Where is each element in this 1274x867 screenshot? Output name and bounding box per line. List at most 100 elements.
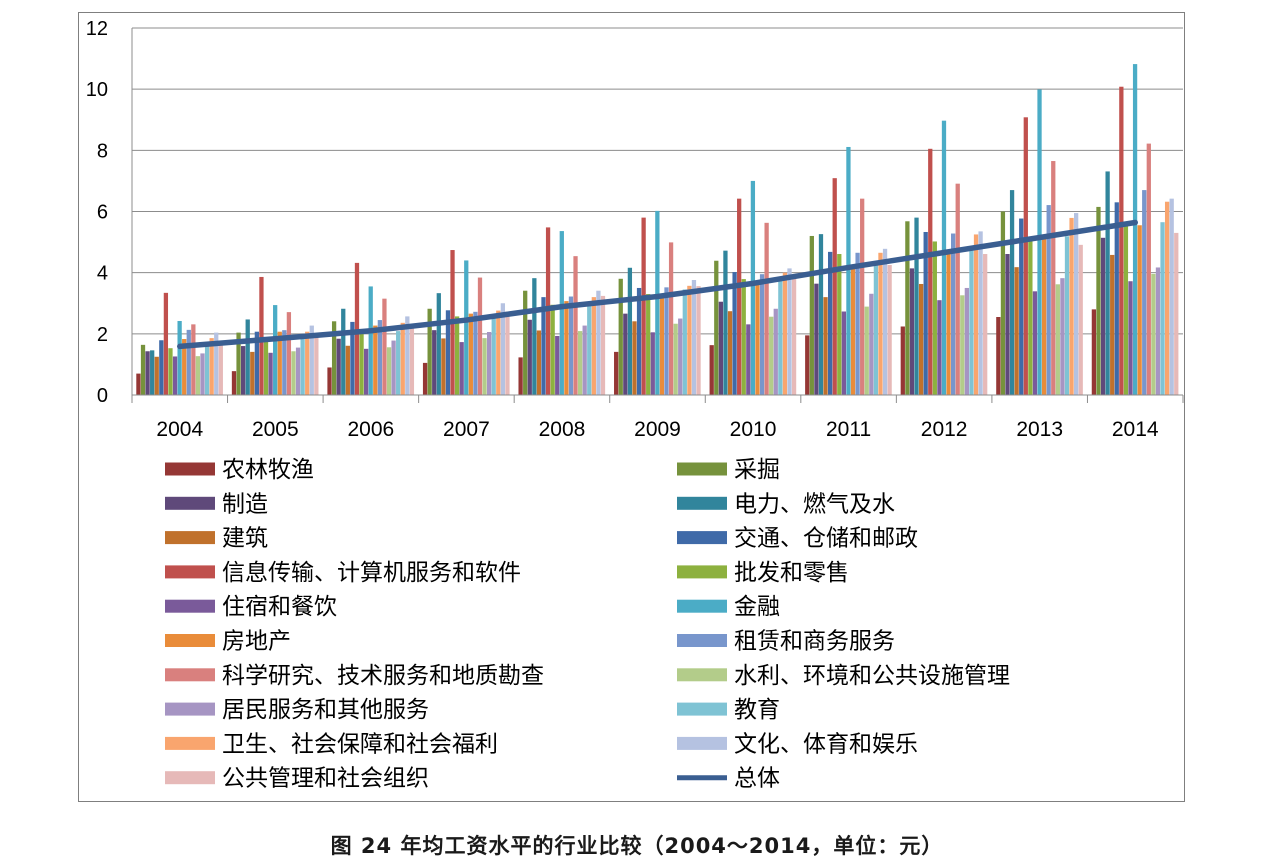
bar [391, 340, 396, 395]
y-tick-label: 0 [97, 385, 108, 407]
bar [1032, 291, 1038, 395]
bar [218, 341, 223, 395]
bar [331, 321, 337, 395]
y-tick-label: 8 [97, 140, 108, 162]
bar [400, 322, 405, 395]
bar [664, 287, 669, 395]
bar [1151, 273, 1156, 395]
legend-label: 公共管理和社会组织 [222, 766, 429, 792]
legend-label: 水利、环境和公共设施管理 [734, 663, 1010, 689]
bar [627, 267, 633, 395]
bar [254, 331, 260, 395]
bar [855, 252, 860, 395]
legend-key [677, 496, 727, 510]
bar [1074, 213, 1079, 395]
bar [282, 330, 287, 395]
bar [1023, 117, 1028, 395]
bar [941, 120, 947, 395]
bar [650, 332, 655, 395]
bar [482, 338, 487, 395]
bar [422, 362, 428, 395]
bar [900, 326, 905, 395]
bar [341, 308, 346, 395]
bar [468, 313, 473, 395]
bar [623, 313, 628, 395]
bar [587, 305, 592, 395]
bar [559, 231, 564, 395]
bar [659, 295, 665, 395]
legend-key [165, 496, 215, 510]
bar [464, 260, 469, 395]
legend-key [165, 599, 215, 613]
legend-label: 农林牧渔 [222, 457, 314, 483]
bar [1009, 190, 1015, 395]
legend-key [677, 462, 727, 476]
bar [432, 330, 437, 395]
legend-label: 居民服务和其他服务 [222, 697, 429, 723]
bar [964, 287, 970, 395]
bar [878, 252, 883, 395]
figure-caption: 图 24 年均工资水平的行业比较（2004～2014，单位：元） [330, 834, 944, 858]
legend-label: 住宿和餐饮 [222, 594, 337, 620]
bar [1000, 211, 1006, 395]
bar [491, 315, 496, 395]
legend-key [677, 668, 727, 682]
bar [368, 286, 373, 395]
bar [846, 146, 851, 395]
bar [882, 248, 888, 395]
bar [505, 311, 510, 395]
bar [145, 351, 150, 395]
bar [787, 268, 792, 395]
bar [377, 320, 383, 395]
bar [477, 277, 483, 395]
bar [1078, 244, 1083, 395]
bar [286, 312, 292, 395]
bar [869, 293, 874, 395]
bar [541, 297, 546, 395]
legend-key [677, 565, 727, 579]
bar [1041, 238, 1047, 395]
bar [759, 274, 765, 395]
x-tick-label: 2008 [539, 418, 586, 441]
bar [295, 347, 301, 395]
bar [150, 350, 155, 395]
bar [200, 353, 205, 395]
bar [1028, 240, 1033, 395]
chart-frame [78, 12, 1185, 802]
bar [932, 241, 937, 395]
bar [778, 278, 783, 395]
bar [823, 297, 828, 395]
bar [673, 323, 678, 395]
bar [841, 311, 847, 395]
bar [163, 292, 169, 395]
bar [536, 330, 542, 395]
bar [1164, 201, 1170, 395]
legend-key [165, 634, 215, 647]
y-tick-label: 2 [97, 324, 108, 346]
bar [1060, 278, 1065, 395]
x-tick-label: 2011 [826, 418, 871, 441]
bar [1137, 225, 1142, 395]
bar [191, 324, 196, 395]
bar [837, 254, 842, 395]
bar [186, 329, 191, 395]
bar [487, 331, 492, 395]
bar [946, 252, 951, 395]
y-tick-label: 6 [97, 202, 108, 224]
bar [973, 234, 979, 395]
bar [909, 268, 915, 395]
bar [1019, 218, 1024, 395]
bar [250, 351, 255, 395]
bar [928, 148, 933, 395]
bar [773, 308, 778, 395]
bar [159, 340, 164, 395]
bar [668, 242, 674, 395]
bar [573, 256, 578, 395]
bar [1119, 86, 1124, 395]
legend-label: 制造 [222, 491, 268, 517]
bar [696, 286, 701, 395]
x-tick-label: 2012 [921, 418, 968, 441]
bar [277, 331, 282, 395]
x-tick-label: 2006 [348, 418, 395, 441]
